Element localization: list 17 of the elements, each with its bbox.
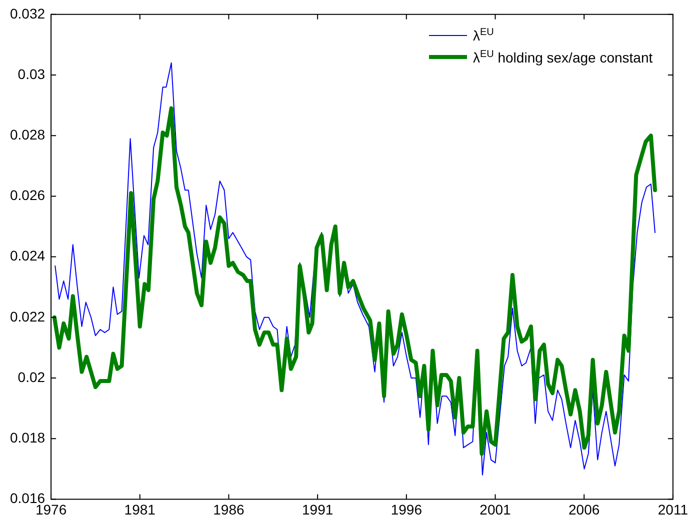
y-tick-label: 0.03 [18,66,46,82]
x-tick-label: 1986 [213,501,245,518]
x-tick-label: 1991 [302,501,334,518]
y-tick-label: 0.026 [10,187,46,204]
legend-label: λ$^{EU}$ [472,27,494,44]
y-tick-label: 0.022 [10,308,46,324]
y-tick-label: 0.018 [10,429,46,446]
x-tick-label: 1981 [124,501,156,518]
x-tick-label: 2006 [568,501,600,518]
y-tick-label: 0.02 [18,368,46,385]
x-tick-label: 2011 [658,501,688,518]
legend-label: λ$^{EU}$ holding sex/age constant [472,49,653,66]
y-tick-label: 0.032 [10,5,46,22]
x-tick-label: 1996 [390,501,422,518]
y-tick-label: 0.024 [10,248,46,264]
x-tick-label: 2001 [480,501,512,518]
y-tick-label: 0.028 [10,126,46,142]
